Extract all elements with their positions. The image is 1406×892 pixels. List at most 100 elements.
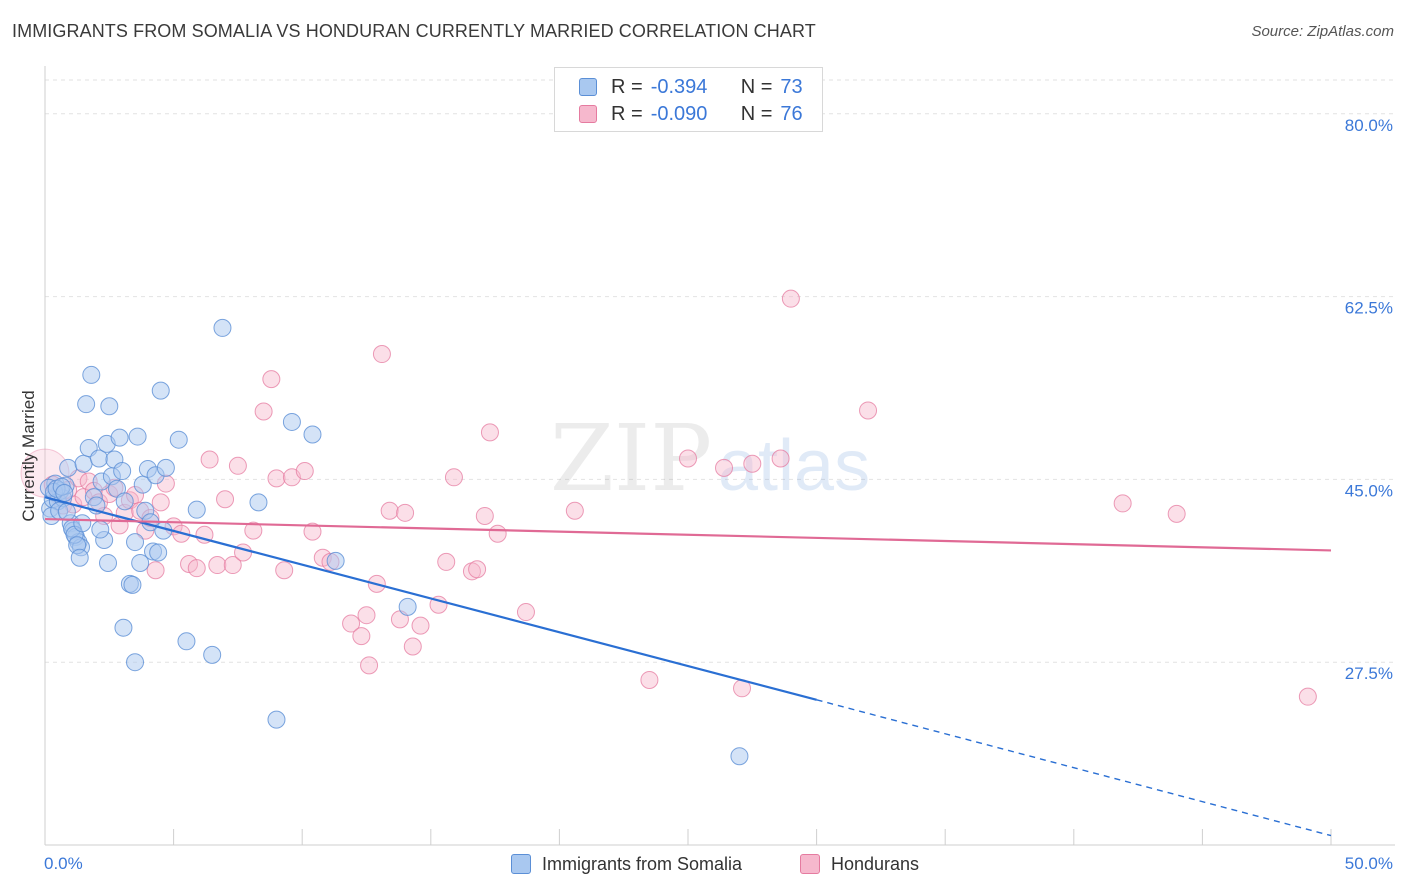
hondurans-point (679, 449, 697, 468)
hondurans-point (640, 670, 659, 689)
hondurans-point (372, 345, 391, 364)
somalia-point (203, 645, 222, 664)
hondurans-point (437, 552, 456, 571)
series-somalia (39, 318, 749, 766)
hondurans-point (1113, 494, 1132, 513)
somalia-point (398, 597, 417, 616)
somalia-point (99, 553, 118, 572)
somalia-point (149, 543, 168, 562)
somalia-point (249, 493, 268, 512)
somalia-point (57, 502, 76, 521)
hondurans-point (488, 524, 507, 543)
somalia-point (131, 553, 150, 572)
hondurans-point (475, 506, 494, 525)
hondurans-point (480, 423, 499, 442)
x-tick-label: 50.0% (1345, 854, 1393, 873)
trend-lines (44, 496, 1332, 837)
hondurans-point (342, 614, 361, 633)
hondurans-point (396, 503, 415, 522)
hondurans-point (200, 450, 219, 469)
chart-title: IMMIGRANTS FROM SOMALIA VS HONDURAN CURR… (12, 21, 816, 41)
hondurans-point (411, 616, 430, 635)
hondurans-point (743, 454, 762, 473)
hondurans-point (267, 469, 286, 488)
somalia-point (59, 458, 78, 477)
y-tick-label: 62.5% (1345, 299, 1393, 318)
somalia-point (187, 500, 206, 519)
legend-swatch-pink (579, 105, 597, 123)
legend-n-value: 73 (780, 75, 803, 98)
watermark-atlas: atlas (718, 426, 870, 506)
bottom-legend-label: Immigrants from Somalia (542, 853, 743, 874)
y-tick-label: 27.5% (1345, 664, 1393, 683)
axes (44, 66, 1395, 846)
hondurans-point (254, 402, 273, 421)
hondurans-point (303, 522, 322, 541)
bottom-legend-somalia[interactable]: Immigrants from Somalia (511, 852, 742, 876)
legend-row-hondurans: R = -0.090 N = 76 (579, 102, 803, 126)
somalia-point (74, 454, 93, 473)
hondurans-point (781, 289, 800, 308)
somalia-point (113, 462, 132, 481)
bottom-legend-swatch-blue (511, 854, 531, 874)
somalia-point (730, 747, 749, 766)
legend-r-label: R = (611, 75, 643, 98)
somalia-point (326, 551, 345, 570)
somalia-point (169, 430, 188, 449)
legend-swatch-blue (579, 78, 597, 96)
hondurans-point (859, 401, 878, 420)
hondurans-point (228, 456, 247, 475)
legend-n-value: 76 (780, 102, 803, 125)
somalia-point (70, 548, 89, 567)
tick-labels: 27.5% 45.0% 62.5% 80.0% 0.0% 50.0% (44, 116, 1393, 873)
legend-r-value: -0.090 (650, 102, 708, 125)
y-tick-label: 45.0% (1345, 481, 1393, 500)
legend-r-value: -0.394 (650, 75, 708, 98)
hondurans-point (244, 521, 263, 540)
somalia-trend-line (44, 496, 817, 701)
somalia-point (114, 618, 133, 637)
y-axis-label: Currently Married (19, 390, 38, 521)
hondurans-point (357, 606, 376, 625)
somalia-point (73, 514, 92, 533)
somalia-point (151, 381, 170, 400)
hondurans-point (360, 656, 379, 675)
somalia-point (156, 458, 175, 477)
watermark: ZIP atlas (550, 405, 870, 512)
somalia-point (177, 632, 196, 651)
somalia-point (282, 412, 301, 431)
hondurans-point (565, 501, 584, 520)
somalia-point (126, 533, 145, 552)
hondurans-point (275, 561, 294, 580)
somalia-point (126, 653, 145, 672)
y-tick-label: 80.0% (1345, 116, 1393, 135)
hondurans-point (352, 627, 371, 646)
hondurans-point (1298, 687, 1317, 706)
grid-lines (45, 79, 1395, 663)
hondurans-point (403, 637, 422, 656)
legend-n-label: N = (740, 75, 773, 98)
somalia-point (123, 575, 142, 594)
stats-legend: R = -0.394 N = 73 R = -0.090 N = 76 (554, 67, 823, 132)
bottom-legend-swatch-pink (800, 854, 820, 874)
bottom-legend-label: Hondurans (831, 853, 920, 874)
somalia-point (128, 427, 147, 446)
hondurans-point (715, 458, 734, 477)
legend-n-label: N = (740, 102, 773, 125)
x-tick-label: 0.0% (44, 854, 83, 873)
legend-row-somalia: R = -0.394 N = 73 (579, 75, 803, 99)
hondurans-point (146, 561, 165, 580)
hondurans-point (380, 501, 399, 520)
somalia-point (77, 395, 96, 414)
legend-r-label: R = (611, 102, 643, 125)
somalia-point (110, 428, 129, 447)
hondurans-point (208, 556, 227, 575)
somalia-point (213, 318, 232, 337)
hondurans-point (295, 462, 314, 481)
hondurans-point (262, 370, 281, 389)
bottom-legend-hondurans[interactable]: Hondurans (800, 852, 919, 876)
somalia-point (303, 425, 322, 444)
somalia-point (115, 492, 134, 511)
somalia-trend-line-extension (816, 699, 1332, 837)
